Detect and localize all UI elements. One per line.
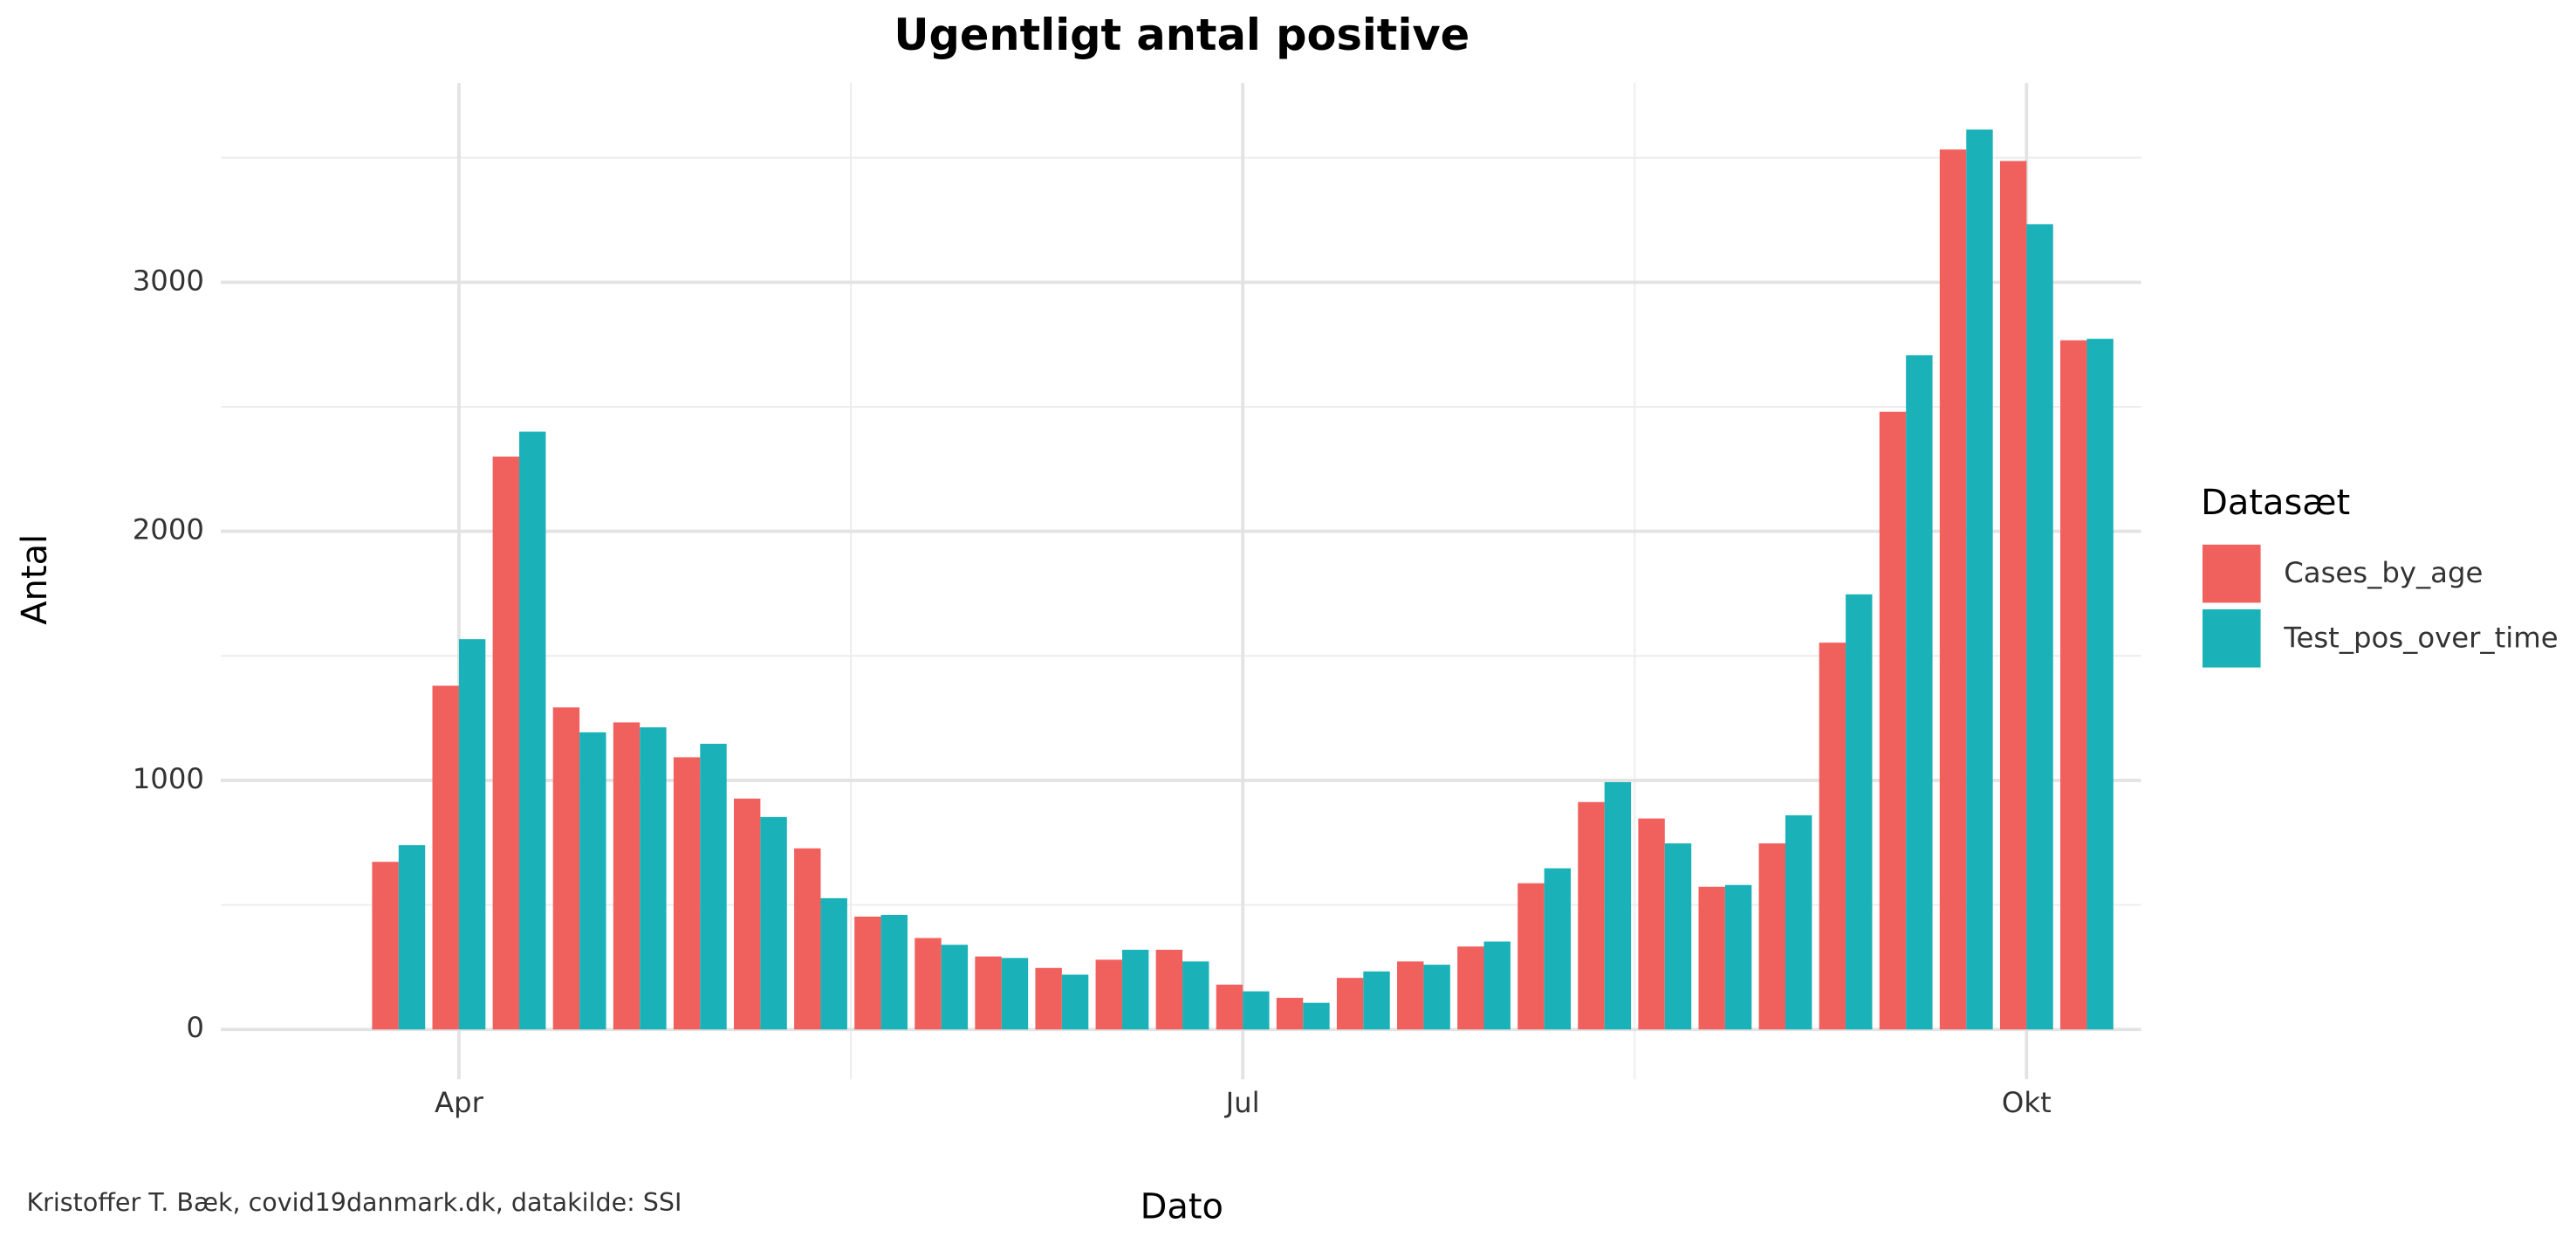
chart-title: Ugentligt antal positive bbox=[894, 10, 1470, 60]
y-tick-label: 3000 bbox=[133, 264, 204, 297]
x-tick-label: Apr bbox=[435, 1086, 484, 1119]
bar bbox=[613, 722, 641, 1030]
bar bbox=[1846, 594, 1873, 1030]
x-tick-label: Okt bbox=[2002, 1086, 2052, 1119]
bar bbox=[640, 727, 667, 1030]
bar bbox=[1243, 991, 1270, 1030]
bar bbox=[1578, 801, 1605, 1030]
bar bbox=[432, 685, 459, 1030]
bar bbox=[941, 945, 969, 1030]
bar bbox=[1758, 843, 1785, 1030]
bar bbox=[458, 639, 486, 1030]
bar bbox=[1095, 959, 1122, 1030]
bar bbox=[1819, 643, 1846, 1030]
bar bbox=[915, 938, 942, 1030]
y-tick-label: 2000 bbox=[133, 513, 204, 546]
bar bbox=[880, 915, 908, 1030]
bar bbox=[552, 707, 580, 1030]
bar bbox=[1423, 965, 1450, 1030]
legend-label: Cases_by_age bbox=[2284, 556, 2483, 589]
bar bbox=[1544, 868, 1572, 1030]
bar bbox=[673, 757, 701, 1030]
bar bbox=[1001, 958, 1029, 1030]
bar bbox=[1483, 941, 1511, 1030]
bar bbox=[1276, 998, 1304, 1030]
y-axis-label: Antal bbox=[15, 534, 55, 625]
bar bbox=[1182, 961, 1209, 1030]
bar bbox=[2086, 339, 2114, 1030]
caption: Kristoffer T. Bæk, covid19danmark.dk, da… bbox=[26, 1188, 682, 1217]
bar bbox=[1397, 961, 1424, 1030]
bar bbox=[1457, 946, 1484, 1030]
y-tick-label: 1000 bbox=[133, 762, 204, 795]
bar bbox=[1664, 843, 1692, 1030]
bar bbox=[398, 845, 426, 1030]
bar bbox=[579, 732, 606, 1030]
bar bbox=[1061, 974, 1089, 1030]
bar bbox=[1155, 949, 1183, 1030]
bar bbox=[1035, 967, 1062, 1030]
bar bbox=[1785, 814, 1812, 1030]
legend-swatch bbox=[2203, 609, 2261, 668]
bar bbox=[372, 862, 399, 1030]
bar bbox=[975, 956, 1002, 1030]
bar bbox=[1999, 161, 2027, 1030]
bar bbox=[1518, 883, 1545, 1030]
bar bbox=[1216, 984, 1243, 1030]
y-tick-label: 0 bbox=[186, 1011, 204, 1044]
bar bbox=[1336, 978, 1364, 1030]
bar bbox=[700, 744, 727, 1030]
bar bbox=[1906, 354, 1933, 1030]
legend-label: Test_pos_over_time bbox=[2283, 621, 2558, 654]
bar bbox=[519, 431, 546, 1030]
bar bbox=[2060, 340, 2087, 1030]
legend-swatch bbox=[2203, 544, 2261, 603]
bar bbox=[1698, 886, 1725, 1030]
bar bbox=[1966, 129, 1993, 1030]
bar bbox=[1638, 818, 1665, 1030]
bar bbox=[1303, 1002, 1330, 1030]
bar bbox=[820, 897, 847, 1030]
bar bbox=[2026, 223, 2053, 1030]
x-tick-label: Jul bbox=[1224, 1086, 1260, 1119]
bar bbox=[492, 457, 520, 1030]
bar bbox=[1939, 149, 1967, 1030]
x-axis-label: Dato bbox=[1141, 1187, 1223, 1227]
bar bbox=[1879, 411, 1907, 1030]
bar bbox=[760, 816, 787, 1030]
bar bbox=[794, 848, 821, 1030]
bar bbox=[1363, 971, 1390, 1030]
bar bbox=[1724, 884, 1752, 1030]
bar bbox=[1604, 781, 1632, 1030]
bar bbox=[854, 917, 881, 1030]
bar bbox=[733, 798, 761, 1030]
legend-title: Datasæt bbox=[2201, 483, 2350, 523]
bar bbox=[1121, 949, 1149, 1030]
